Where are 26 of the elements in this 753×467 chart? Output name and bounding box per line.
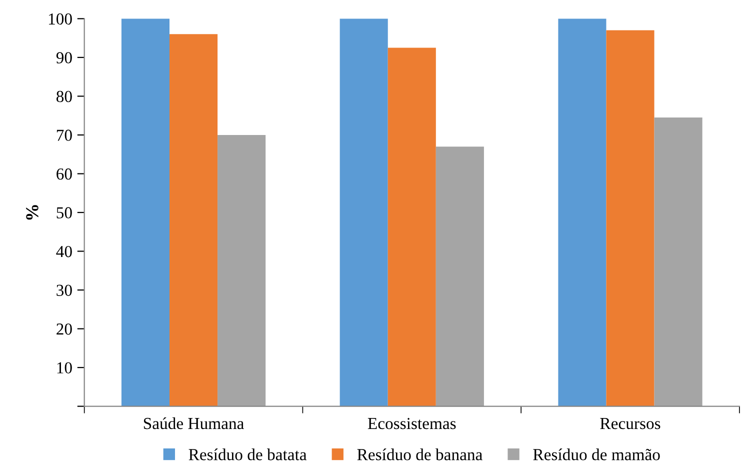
bar xyxy=(388,48,436,406)
x-tick-label: Ecossistemas xyxy=(368,418,456,430)
x-tick-label: Saúde Humana xyxy=(144,417,244,430)
x-tick-label: Recursos xyxy=(600,418,660,430)
y-tick-label: 10 xyxy=(57,362,72,374)
bar xyxy=(606,30,654,406)
legend-label: Resíduo de banana xyxy=(357,448,482,460)
y-tick-label: 50 xyxy=(56,207,72,218)
y-axis-title: % xyxy=(26,205,38,220)
bar xyxy=(558,18,606,406)
bar xyxy=(436,146,484,406)
y-tick-label: 20 xyxy=(56,323,72,335)
y-tick-label: 70 xyxy=(56,130,72,141)
legend-label: Resíduo de mamão xyxy=(533,448,660,460)
bar xyxy=(170,34,218,406)
y-tick-label: 80 xyxy=(56,90,72,102)
bar xyxy=(121,18,170,406)
bar xyxy=(218,134,266,406)
bar xyxy=(340,18,388,406)
bar xyxy=(654,118,702,406)
y-tick-label: 90 xyxy=(56,52,72,64)
y-tick-label: 100 xyxy=(48,13,72,25)
y-tick-label: 40 xyxy=(56,246,72,258)
legend-label: Resíduo de batata xyxy=(188,448,307,460)
y-tick-label: 30 xyxy=(56,284,72,296)
y-tick-label: 60 xyxy=(56,168,72,180)
